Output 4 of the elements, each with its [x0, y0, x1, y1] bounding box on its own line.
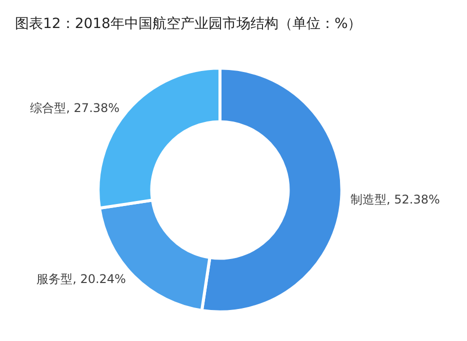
slice-label: 服务型, 20.24% — [36, 272, 126, 286]
slice-label: 综合型, 27.38% — [30, 100, 120, 115]
slice-label: 制造型, 52.38% — [350, 192, 440, 206]
chart-title: 图表12：2018年中国航空产业园市场结构（单位：%） — [15, 16, 362, 32]
